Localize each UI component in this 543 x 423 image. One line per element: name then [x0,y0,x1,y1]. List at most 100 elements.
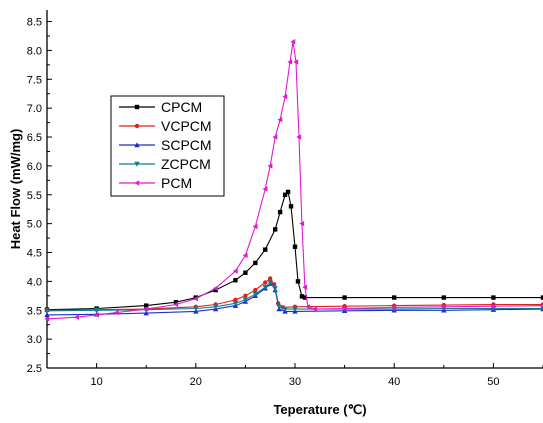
data-point-zcpcm [262,284,268,290]
data-point-zcpcm [267,280,273,286]
data-point-pcm [287,59,293,65]
data-point-vcpcm [268,276,273,281]
legend-marker-pcm [134,180,140,186]
data-point-zcpcm [272,286,278,292]
data-point-scpcm [540,306,543,312]
y-tick-label: 8.5 [27,17,42,29]
data-point-pcm [290,39,296,45]
data-point-cpcm [253,260,258,266]
data-point-cpcm [144,303,149,308]
y-tick-label: 6.5 [27,132,42,144]
data-point-zcpcm [93,308,100,313]
data-point-zcpcm [252,291,259,297]
legend-label-zcpcm: ZCPCM [161,156,211,172]
data-point-cpcm [295,279,301,284]
data-point-pcm [490,303,496,309]
data-point-cpcm [540,295,543,300]
data-point-cpcm [299,294,305,299]
series-scpcm [44,280,543,318]
data-point-pcm [277,117,283,123]
x-tick-label: 50 [487,376,499,388]
data-point-pcm [44,316,50,322]
data-point-zcpcm [232,301,239,307]
data-point-pcm [540,304,543,308]
data-point-cpcm [243,270,248,275]
legend: CPCM VCPCM SCPCM ZCPCM PCM [110,95,225,197]
data-point-cpcm [233,278,238,283]
x-axis: 10 20 30 40 50 [46,363,543,388]
data-point-cpcm [285,189,291,195]
data-point-pcm [113,309,119,316]
series-layer [44,39,543,322]
data-point-pcm [93,312,99,318]
y-tick-label: 5.5 [27,190,42,202]
data-point-scpcm [143,310,149,316]
x-tick-label: 40 [388,376,400,388]
data-point-zcpcm [212,304,219,310]
y-axis: 2.5 3.0 3.5 4.0 4.5 5.0 5.5 6.0 6.5 7.0 7.5 8.0 8.5 [27,17,52,375]
data-point-zcpcm [292,306,298,312]
y-tick-label: 3.5 [27,305,42,317]
x-axis-title: Teperature (℃) [273,402,366,417]
data-point-pcm [74,314,79,320]
data-point-cpcm [302,295,308,300]
data-point-cpcm [213,287,218,293]
legend-box [110,95,225,197]
data-point-vcpcm [233,297,238,303]
data-point-pcm [252,223,258,230]
legend-label-scpcm: SCPCM [161,137,212,153]
data-point-vcpcm [263,280,268,285]
y-tick-label: 3.0 [27,334,42,346]
y-tick-label: 7.5 [27,74,42,86]
legend-label-pcm: PCM [161,175,192,191]
data-point-zcpcm [44,308,50,314]
data-point-cpcm [491,295,496,300]
data-point-pcm [143,306,149,312]
data-point-pcm [391,304,397,311]
data-point-pcm [341,305,347,312]
legend-marker-zcpcm [134,161,140,167]
series-zcpcm [44,280,543,314]
data-point-vcpcm [243,293,248,299]
data-point-zcpcm [282,306,288,312]
y-axis-title: Heat Flow (mW/mg) [8,129,23,250]
y-tick-label: 4.5 [27,248,42,260]
data-point-pcm [312,306,318,312]
legend-marker-vcpcm [134,123,140,129]
data-point-cpcm [292,244,298,249]
data-point-zcpcm [193,306,199,312]
data-point-cpcm [288,204,294,209]
data-point-pcm [272,134,278,140]
y-tick-label: 7.0 [27,103,42,115]
data-point-pcm [262,186,268,192]
x-tick-label: 10 [90,376,102,388]
y-tick-label: 4.0 [27,276,42,288]
y-tick-label: 6.0 [27,161,42,173]
legend-label-vcpcm: VCPCM [161,118,212,134]
series-cpcm [44,189,543,312]
series-pcm [44,39,543,322]
data-point-pcm [293,59,299,65]
legend-marker-scpcm [134,142,140,148]
x-tick-label: 20 [190,376,202,388]
y-tick-label: 2.5 [27,363,42,375]
data-point-pcm [173,301,179,308]
data-point-cpcm [342,295,347,300]
data-point-pcm [212,285,218,292]
data-point-pcm [282,93,288,100]
data-point-cpcm [263,247,268,252]
legend-label-cpcm: CPCM [161,99,202,115]
x-tick-label: 30 [289,376,301,388]
y-tick-label: 8.0 [27,45,42,57]
data-point-zcpcm [242,297,249,303]
data-point-pcm [441,304,446,310]
data-point-scpcm [44,312,50,318]
data-point-zcpcm [276,304,282,310]
data-point-cpcm [173,299,179,305]
data-point-pcm [193,296,198,302]
data-point-pcm [299,220,305,227]
data-point-pcm [242,252,248,259]
data-point-cpcm [441,295,446,300]
data-point-pcm [267,163,273,169]
